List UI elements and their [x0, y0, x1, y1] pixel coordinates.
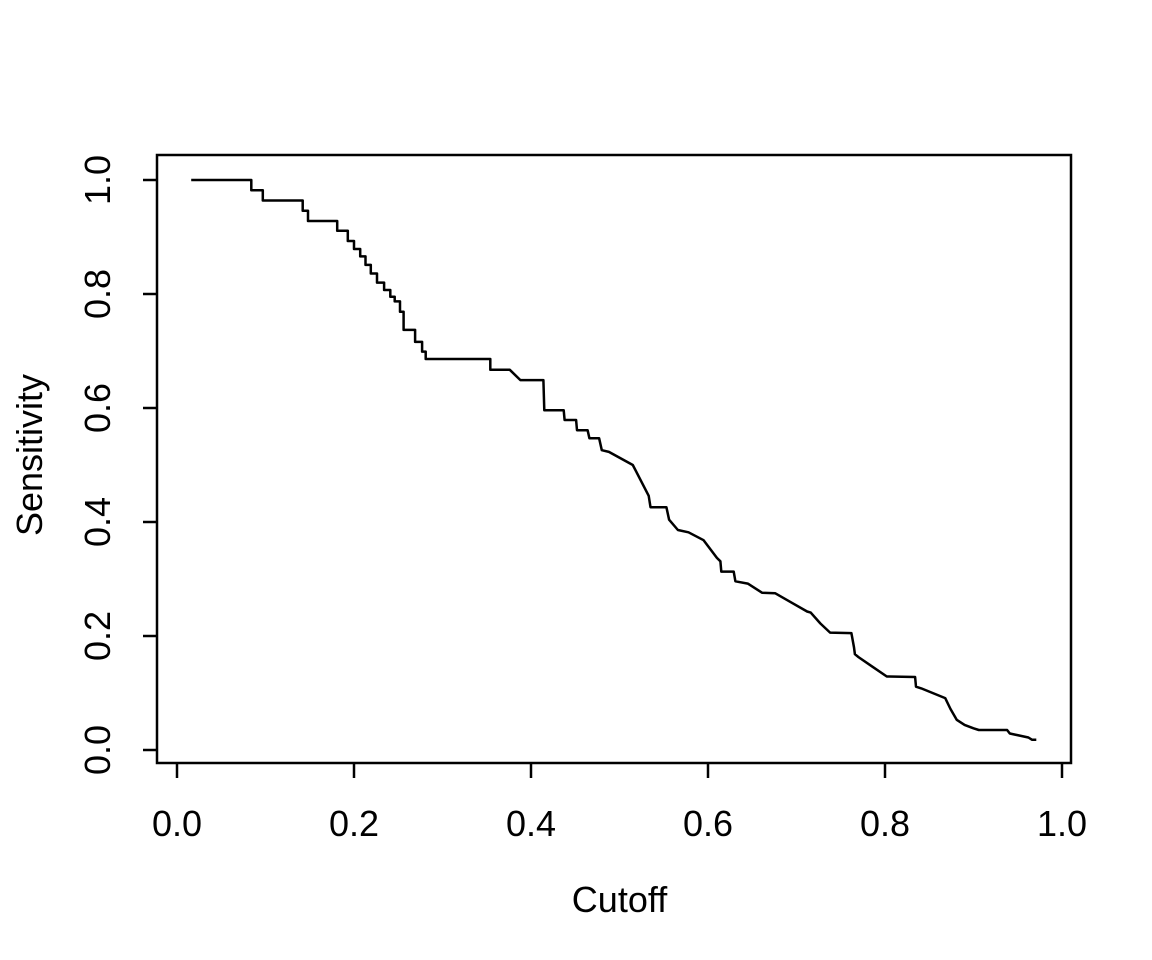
- x-axis-title: Cutoff: [572, 879, 668, 920]
- y-tick-label: 0.0: [77, 725, 118, 775]
- x-tick-label: 0.4: [506, 803, 556, 844]
- x-tick-label: 0.8: [860, 803, 910, 844]
- x-tick-label: 0.2: [329, 803, 379, 844]
- x-tick-label: 0.0: [152, 803, 202, 844]
- y-tick-label: 1.0: [77, 155, 118, 205]
- plot-box: [155, 153, 1073, 765]
- y-tick-label: 0.6: [77, 383, 118, 433]
- y-tick-label: 0.2: [77, 611, 118, 661]
- sensitivity-curve: [191, 178, 1037, 741]
- y-tick-label: 0.4: [77, 497, 118, 547]
- y-axis-title: Sensitivity: [9, 374, 50, 536]
- x-tick-label: 0.6: [683, 803, 733, 844]
- y-tick-label: 0.8: [77, 269, 118, 319]
- x-tick-label: 1.0: [1037, 803, 1087, 844]
